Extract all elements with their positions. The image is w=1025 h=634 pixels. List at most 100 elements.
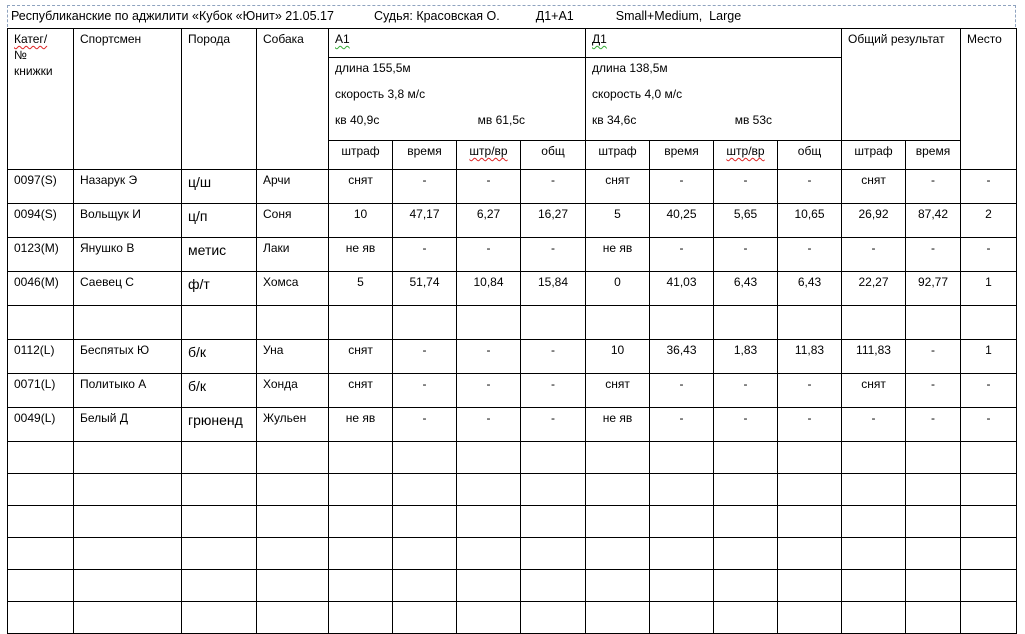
empty-cell bbox=[649, 569, 714, 602]
empty-cell bbox=[649, 601, 714, 634]
empty-cell bbox=[73, 473, 182, 506]
d1-result-cell bbox=[713, 305, 778, 340]
d1-result-cell: - bbox=[713, 407, 778, 442]
empty-cell bbox=[905, 505, 961, 538]
empty-cell bbox=[777, 473, 842, 506]
empty-cell bbox=[392, 569, 457, 602]
empty-cell bbox=[181, 569, 257, 602]
athlete-cell: Назарук Э bbox=[73, 169, 182, 204]
a1-result-cell: - bbox=[392, 169, 457, 204]
a1-result-cell: снят bbox=[328, 339, 393, 374]
classes: Small+Medium, Large bbox=[615, 9, 742, 23]
empty-cell bbox=[713, 505, 778, 538]
empty-cell bbox=[649, 473, 714, 506]
category-cell: 0123(M) bbox=[7, 237, 74, 272]
d1-result-cell: 10,65 bbox=[777, 203, 842, 238]
empty-cell bbox=[960, 505, 1017, 538]
empty-cell bbox=[256, 601, 329, 634]
d1-result-cell: - bbox=[649, 169, 714, 204]
empty-cell bbox=[7, 473, 74, 506]
place-cell: 1 bbox=[960, 339, 1017, 374]
d1-result-cell: 41,03 bbox=[649, 271, 714, 306]
empty-cell bbox=[960, 441, 1017, 474]
empty-row bbox=[7, 505, 1017, 538]
empty-cell bbox=[585, 441, 650, 474]
a1-result-cell: - bbox=[456, 373, 521, 408]
a1-result-cell bbox=[520, 305, 586, 340]
empty-cell bbox=[7, 537, 74, 570]
place-cell: - bbox=[960, 373, 1017, 408]
empty-cell bbox=[456, 537, 521, 570]
empty-cell bbox=[585, 569, 650, 602]
empty-cell bbox=[328, 441, 393, 474]
empty-cell bbox=[328, 537, 393, 570]
empty-cell bbox=[585, 473, 650, 506]
a1-result-cell: - bbox=[456, 407, 521, 442]
empty-cell bbox=[181, 601, 257, 634]
place-cell: 2 bbox=[960, 203, 1017, 238]
d1-result-cell: - bbox=[777, 407, 842, 442]
empty-row bbox=[7, 441, 1017, 474]
empty-cell bbox=[777, 569, 842, 602]
total-result-cell: 92,77 bbox=[905, 271, 961, 306]
empty-cell bbox=[456, 473, 521, 506]
d1-result-cell: - bbox=[649, 237, 714, 272]
empty-cell bbox=[73, 569, 182, 602]
empty-cell bbox=[328, 505, 393, 538]
empty-cell bbox=[520, 537, 586, 570]
sub-total-penalty: штраф bbox=[841, 140, 906, 170]
d1-result-cell bbox=[649, 305, 714, 340]
dog-cell: Арчи bbox=[256, 169, 329, 204]
header-a1: А1 bbox=[328, 28, 586, 58]
empty-cell bbox=[585, 505, 650, 538]
empty-cell bbox=[392, 505, 457, 538]
header-dog: Собака bbox=[256, 28, 329, 170]
a1-result-cell: 10 bbox=[328, 203, 393, 238]
dog-cell: Уна bbox=[256, 339, 329, 374]
breed-cell: ф/т bbox=[181, 271, 257, 306]
category-cell: 0097(S) bbox=[7, 169, 74, 204]
breed-cell: ц/ш bbox=[181, 169, 257, 204]
empty-cell bbox=[713, 601, 778, 634]
sub-d1-pen-time: штр/вр bbox=[713, 140, 778, 170]
empty-cell bbox=[713, 569, 778, 602]
empty-cell bbox=[456, 569, 521, 602]
results-table: Катег/№ книжки Спортсмен Порода Собака А1… bbox=[7, 28, 1017, 634]
sub-a1-pen-time: штр/вр bbox=[456, 140, 521, 170]
d1-result-cell: - bbox=[713, 373, 778, 408]
empty-cell bbox=[713, 473, 778, 506]
total-result-cell: - bbox=[905, 373, 961, 408]
empty-cell bbox=[649, 505, 714, 538]
empty-cell bbox=[777, 505, 842, 538]
empty-cell bbox=[960, 473, 1017, 506]
a1-result-cell: - bbox=[520, 169, 586, 204]
empty-cell bbox=[328, 473, 393, 506]
empty-cell bbox=[181, 441, 257, 474]
document-title-line: Республиканские по аджилити «Кубок «Юнит… bbox=[7, 5, 1016, 27]
empty-cell bbox=[777, 537, 842, 570]
d1-result-cell: 36,43 bbox=[649, 339, 714, 374]
d1-result-cell: снят bbox=[585, 373, 650, 408]
a1-result-cell: не яв bbox=[328, 407, 393, 442]
empty-row bbox=[7, 601, 1017, 634]
header-athlete: Спортсмен bbox=[73, 28, 182, 170]
a1-result-cell bbox=[456, 305, 521, 340]
d1-result-cell: 1,83 bbox=[713, 339, 778, 374]
empty-cell bbox=[905, 441, 961, 474]
empty-cell bbox=[841, 569, 906, 602]
empty-row bbox=[7, 537, 1017, 570]
breed-cell: ц/п bbox=[181, 203, 257, 238]
empty-cell bbox=[585, 537, 650, 570]
d1-result-cell: - bbox=[713, 237, 778, 272]
category-cell: 0094(S) bbox=[7, 203, 74, 238]
breed-cell: грюненд bbox=[181, 407, 257, 442]
a1-course-info: длина 155,5м скорость 3,8 м/с кв 40,9с мв … bbox=[328, 57, 586, 141]
empty-cell bbox=[841, 601, 906, 634]
sub-a1-time: время bbox=[392, 140, 457, 170]
table-row bbox=[7, 305, 1017, 340]
place-cell: 1 bbox=[960, 271, 1017, 306]
